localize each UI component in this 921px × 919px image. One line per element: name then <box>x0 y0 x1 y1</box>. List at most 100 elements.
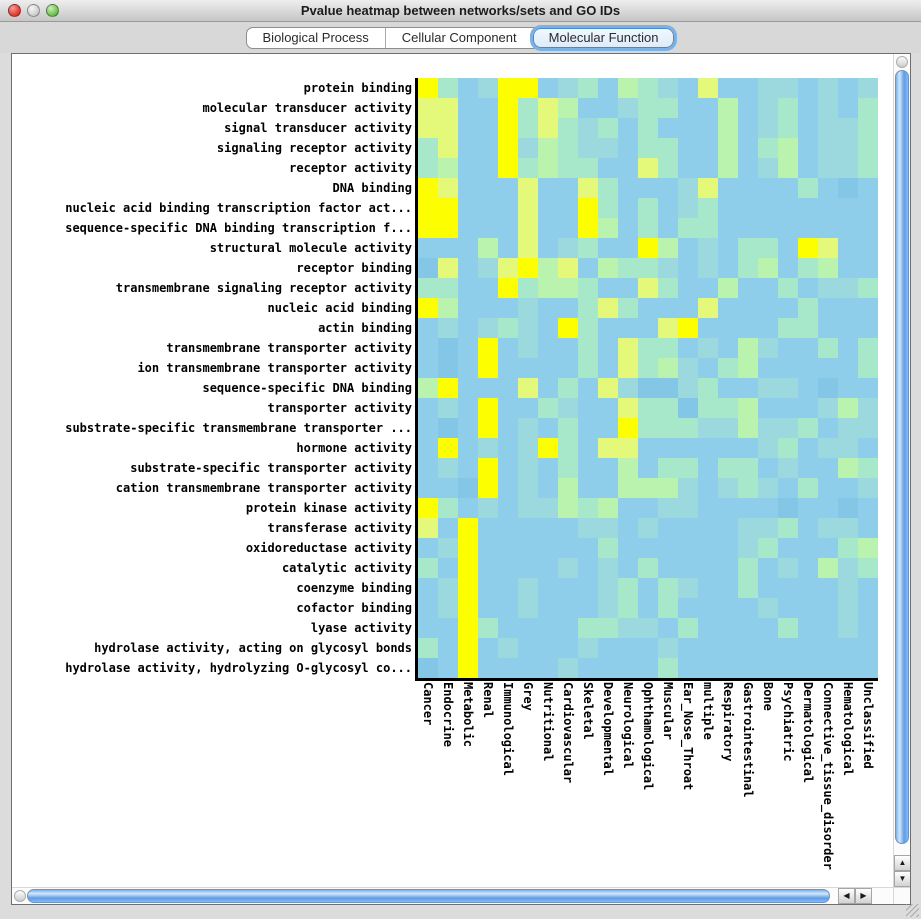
heatmap-cell <box>478 418 498 438</box>
heatmap-cell <box>718 438 738 458</box>
heatmap-cell <box>518 278 538 298</box>
heatmap-cell <box>778 558 798 578</box>
heatmap-cell <box>778 298 798 318</box>
heatmap-cell <box>638 158 658 178</box>
heatmap-cell <box>558 178 578 198</box>
heatmap-cell <box>778 198 798 218</box>
heatmap-cell <box>578 258 598 278</box>
tab-biological-process[interactable]: Biological Process <box>262 29 369 45</box>
heatmap-cell <box>438 98 458 118</box>
vertical-scrollbar-thumb[interactable] <box>895 70 909 844</box>
heatmap-cell <box>578 398 598 418</box>
heatmap-cell <box>658 458 678 478</box>
col-label: Cardiovascular <box>561 682 575 784</box>
heatmap-cell <box>538 478 558 498</box>
vertical-scrollbar[interactable]: ▲ ▼ <box>893 54 910 887</box>
heatmap-cell <box>738 138 758 158</box>
col-label: Endocrine <box>441 682 455 748</box>
heatmap-cell <box>458 578 478 598</box>
heatmap-cell <box>578 198 598 218</box>
row-label: catalytic activity <box>281 561 412 575</box>
heatmap-cell <box>658 118 678 138</box>
heatmap-cell <box>418 658 438 678</box>
heatmap-cell <box>658 478 678 498</box>
heatmap-cell <box>638 258 658 278</box>
col-label: Neurological <box>621 682 635 769</box>
heatmap-cell <box>758 98 778 118</box>
heatmap-cell <box>838 98 858 118</box>
scroll-left-button[interactable]: ◀ <box>838 888 855 904</box>
resize-grip[interactable] <box>906 904 919 917</box>
heatmap-cell <box>638 78 658 98</box>
row-label: molecular transducer activity <box>202 101 412 115</box>
heatmap-cell <box>698 258 718 278</box>
row-label: transmembrane signaling receptor activit… <box>115 281 412 295</box>
heatmap-cell <box>838 78 858 98</box>
heatmap-cell <box>498 578 518 598</box>
heatmap-cell <box>418 598 438 618</box>
tab-cellular-component[interactable]: Cellular Component <box>384 27 533 48</box>
heatmap-cell <box>458 418 478 438</box>
close-button[interactable] <box>8 4 21 17</box>
heatmap-cell <box>418 178 438 198</box>
heatmap-cell <box>438 178 458 198</box>
heatmap-cell <box>618 118 638 138</box>
horizontal-scrollbar[interactable]: ◀ ▶ <box>12 887 893 904</box>
vertical-scrollbar-cap[interactable] <box>896 56 908 68</box>
heatmap-cell <box>658 298 678 318</box>
heatmap-cell <box>778 238 798 258</box>
row-label: transporter activity <box>267 401 413 415</box>
heatmap-cell <box>798 198 818 218</box>
heatmap-cell <box>698 358 718 378</box>
scroll-up-button[interactable]: ▲ <box>894 855 910 871</box>
title-bar[interactable]: Pvalue heatmap between networks/sets and… <box>0 0 921 22</box>
scrollbar-corner <box>893 887 910 904</box>
heatmap-cell <box>758 218 778 238</box>
col-label: Gastrointestinal <box>741 682 755 798</box>
minimize-button[interactable] <box>27 4 40 17</box>
heatmap-cell <box>618 478 638 498</box>
horizontal-scrollbar-cap[interactable] <box>14 890 26 902</box>
row-label: nucleic acid binding transcription facto… <box>65 201 412 215</box>
scroll-right-button[interactable]: ▶ <box>855 888 872 904</box>
heatmap-cell <box>738 538 758 558</box>
heatmap-cell <box>658 178 678 198</box>
heatmap-cell <box>598 338 618 358</box>
heatmap-cell <box>818 258 838 278</box>
heatmap-cell <box>438 618 458 638</box>
tab-molecular-function[interactable]: Molecular Function <box>532 27 675 48</box>
heatmap-cell <box>718 478 738 498</box>
heatmap-cell <box>578 298 598 318</box>
horizontal-scrollbar-thumb[interactable] <box>27 889 830 903</box>
heatmap-cell <box>658 358 678 378</box>
heatmap-cell <box>798 178 818 198</box>
heatmap-cell <box>758 418 778 438</box>
heatmap-cell <box>698 658 718 678</box>
heatmap-cell <box>578 178 598 198</box>
heatmap-cell <box>858 218 878 238</box>
heatmap-cell <box>538 178 558 198</box>
heatmap-cell <box>498 238 518 258</box>
heatmap-cell <box>718 318 738 338</box>
heatmap-cell <box>658 558 678 578</box>
heatmap-cell <box>458 398 478 418</box>
heatmap-cell <box>478 338 498 358</box>
heatmap-cell <box>538 78 558 98</box>
heatmap-cell <box>858 358 878 378</box>
heatmap-cell <box>858 178 878 198</box>
scroll-down-button[interactable]: ▼ <box>894 871 910 887</box>
heatmap-cell <box>838 638 858 658</box>
heatmap-cell <box>538 98 558 118</box>
heatmap-cell <box>658 78 678 98</box>
heatmap-cell <box>838 538 858 558</box>
heatmap-cell <box>578 478 598 498</box>
heatmap-cell <box>498 358 518 378</box>
heatmap-cell <box>498 638 518 658</box>
zoom-button[interactable] <box>46 4 59 17</box>
row-label: substrate-specific transmembrane transpo… <box>65 421 412 435</box>
heatmap-cell <box>538 378 558 398</box>
heatmap-cell <box>658 658 678 678</box>
heatmap-cell <box>718 98 738 118</box>
heatmap-cell <box>478 438 498 458</box>
heatmap-cell <box>578 458 598 478</box>
